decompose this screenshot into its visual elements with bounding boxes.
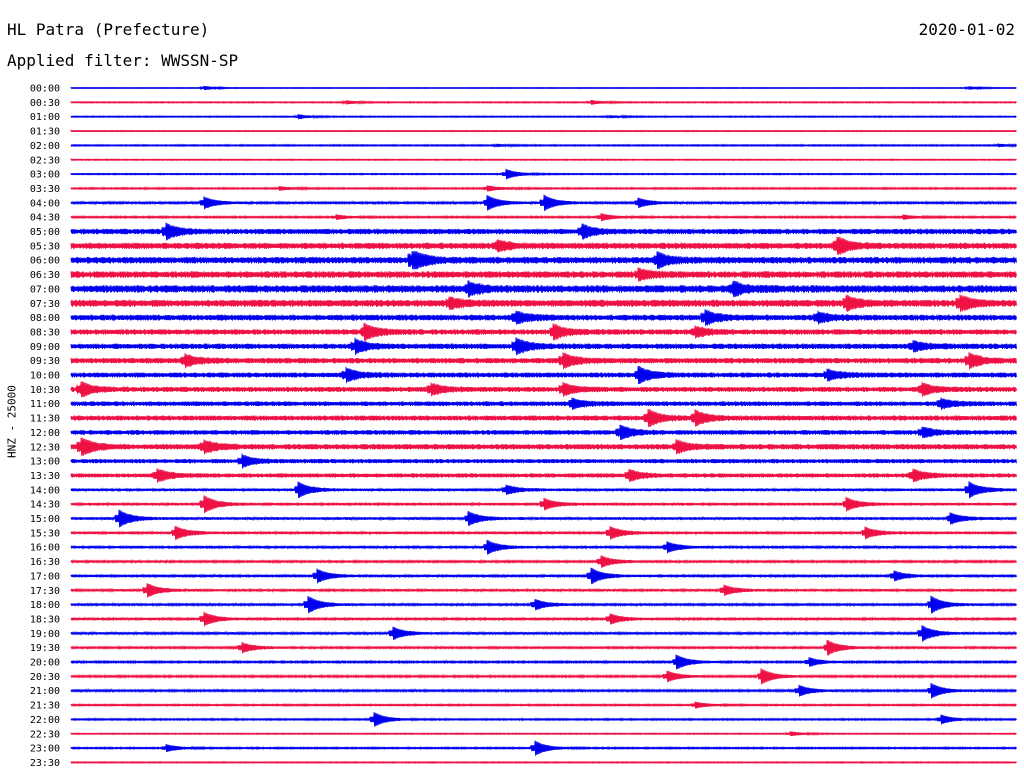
time-tick-label: 02:00 — [30, 141, 60, 152]
time-tick-label: 04:00 — [30, 198, 60, 209]
time-tick-label: 13:00 — [30, 457, 60, 468]
date-label: 2020-01-02 — [918, 20, 1015, 39]
time-tick-label: 12:00 — [30, 428, 60, 439]
time-tick-label: 18:30 — [30, 614, 60, 625]
time-tick-label: 17:00 — [30, 571, 60, 582]
filter-label: Applied filter: WWSSN-SP — [7, 51, 239, 70]
time-tick-label: 00:00 — [30, 84, 60, 95]
time-tick-label: 18:00 — [30, 600, 60, 611]
time-tick-label: 20:30 — [30, 672, 60, 683]
time-tick-label: 09:00 — [30, 342, 60, 353]
time-tick-label: 11:00 — [30, 399, 60, 410]
time-tick-label: 15:00 — [30, 514, 60, 525]
time-tick-label: 17:30 — [30, 586, 60, 597]
time-tick-label: 21:30 — [30, 701, 60, 712]
time-tick-label: 07:30 — [30, 299, 60, 310]
time-tick-label: 23:00 — [30, 744, 60, 755]
time-tick-label: 08:30 — [30, 327, 60, 338]
time-tick-label: 07:00 — [30, 284, 60, 295]
time-tick-label: 16:00 — [30, 543, 60, 554]
time-tick-label: 00:30 — [30, 98, 60, 109]
time-tick-label: 01:30 — [30, 127, 60, 138]
time-tick-label: 02:30 — [30, 155, 60, 166]
time-tick-label: 04:30 — [30, 213, 60, 224]
time-tick-label: 15:30 — [30, 528, 60, 539]
time-tick-label: 22:30 — [30, 729, 60, 740]
time-tick-label: 03:30 — [30, 184, 60, 195]
time-tick-label: 03:00 — [30, 170, 60, 181]
trace-line — [70, 280, 1017, 298]
time-tick-label: 11:30 — [30, 414, 60, 425]
time-tick-label: 14:30 — [30, 500, 60, 511]
time-tick-label: 19:30 — [30, 643, 60, 654]
time-tick-label: 08:00 — [30, 313, 60, 324]
time-tick-label: 19:00 — [30, 629, 60, 640]
time-tick-label: 13:30 — [30, 471, 60, 482]
station-title: HL Patra (Prefecture) — [7, 20, 210, 39]
time-tick-label: 05:30 — [30, 241, 60, 252]
time-tick-label: 14:00 — [30, 485, 60, 496]
time-tick-label: 16:30 — [30, 557, 60, 568]
time-tick-label: 10:00 — [30, 371, 60, 382]
time-tick-label: 10:30 — [30, 385, 60, 396]
time-tick-label: 09:30 — [30, 356, 60, 367]
time-tick-label: 23:30 — [30, 758, 60, 769]
time-tick-label: 22:00 — [30, 715, 60, 726]
time-tick-label: 06:00 — [30, 256, 60, 267]
trace-line — [70, 236, 1017, 255]
time-tick-label: 21:00 — [30, 686, 60, 697]
time-tick-label: 06:30 — [30, 270, 60, 281]
time-tick-label: 12:30 — [30, 442, 60, 453]
time-tick-label: 05:00 — [30, 227, 60, 238]
time-tick-label: 01:00 — [30, 112, 60, 123]
time-tick-label: 20:00 — [30, 658, 60, 669]
